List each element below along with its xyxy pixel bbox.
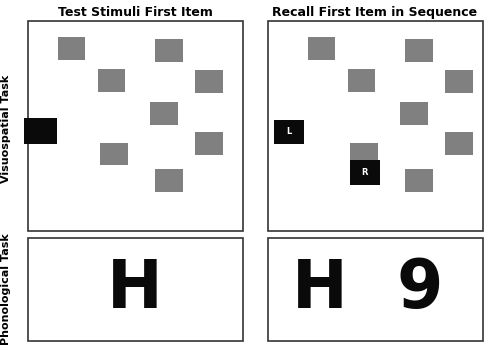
- Bar: [405, 169, 432, 192]
- Bar: [58, 37, 85, 60]
- Bar: [150, 102, 178, 125]
- Bar: [24, 118, 56, 144]
- Text: 9: 9: [397, 256, 443, 322]
- Text: L: L: [286, 127, 292, 137]
- Bar: [350, 160, 380, 185]
- Bar: [308, 37, 335, 60]
- Bar: [348, 69, 375, 92]
- Text: Recall First Item in Sequence: Recall First Item in Sequence: [272, 6, 478, 19]
- Text: R: R: [362, 168, 368, 177]
- Bar: [155, 169, 182, 192]
- Text: H: H: [107, 256, 163, 322]
- Bar: [445, 70, 472, 93]
- Bar: [195, 132, 222, 155]
- Bar: [274, 120, 304, 144]
- Bar: [350, 143, 378, 165]
- Text: Phonological Task: Phonological Task: [1, 233, 11, 345]
- Bar: [98, 69, 125, 92]
- Bar: [400, 102, 427, 125]
- Bar: [155, 39, 182, 62]
- Bar: [405, 39, 432, 62]
- Bar: [28, 238, 242, 341]
- Bar: [195, 70, 222, 93]
- Text: Test Stimuli First Item: Test Stimuli First Item: [58, 6, 212, 19]
- Bar: [445, 132, 472, 155]
- Bar: [268, 238, 482, 341]
- Text: Visuospatial Task: Visuospatial Task: [1, 74, 11, 183]
- Text: H: H: [292, 256, 348, 322]
- Bar: [100, 143, 128, 165]
- Bar: [28, 21, 242, 231]
- Bar: [268, 21, 482, 231]
